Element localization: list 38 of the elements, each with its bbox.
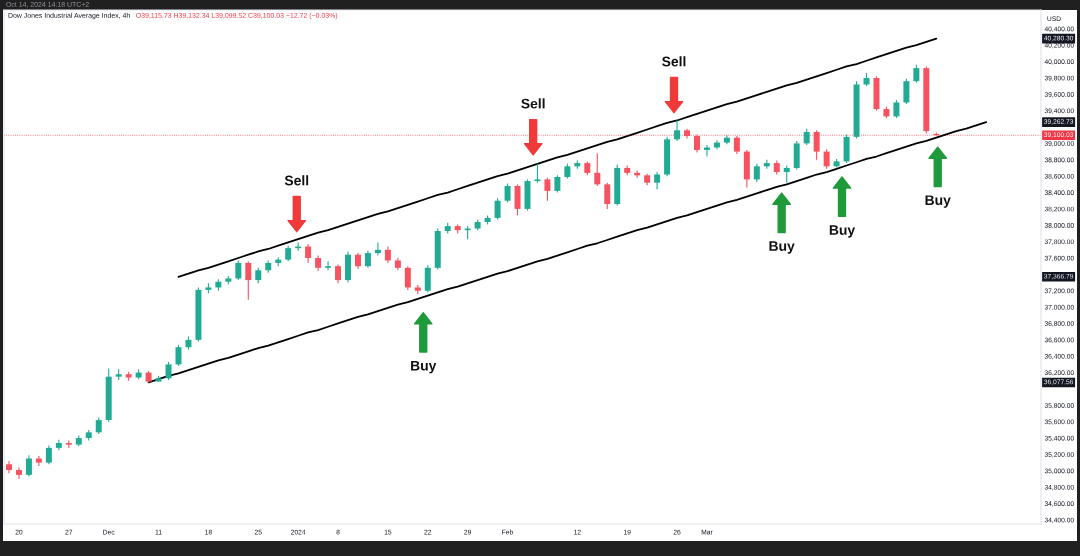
candlestick [594,152,601,187]
candlestick [694,133,700,153]
candlestick [305,243,312,264]
candlestick [35,455,42,467]
annotation: Buy [925,195,951,208]
candlestick [544,177,551,202]
candlestick [674,119,681,142]
candlestick [404,265,411,291]
candlestick [374,241,381,257]
candlestick [165,361,172,381]
candlestick [424,264,431,293]
candlestick [335,263,342,284]
candlestick [235,259,242,281]
annotation: Buy [411,360,437,374]
annotation: Sell [521,98,545,109]
candlestick [823,148,830,170]
annotation: Sell [284,175,309,186]
candlestick [494,197,501,221]
candlestick [654,171,661,190]
candlestick [504,182,511,203]
candlestick [25,454,32,478]
candlestick [245,260,252,301]
line-series [147,121,988,384]
candlestick [753,163,760,183]
candlestick [45,444,52,465]
annotation: Sell [662,56,686,67]
candlestick [733,135,740,155]
candlestick [913,64,920,84]
candlestick [903,78,910,105]
candlestick [813,129,820,161]
candlestick [514,183,521,216]
candlestick [893,99,900,119]
candlestick [325,260,332,271]
annotation: Buy [769,241,795,254]
annotation: Buy [829,225,856,238]
candlestick [15,466,22,480]
candlestick [534,163,541,184]
candlestick [604,182,611,210]
